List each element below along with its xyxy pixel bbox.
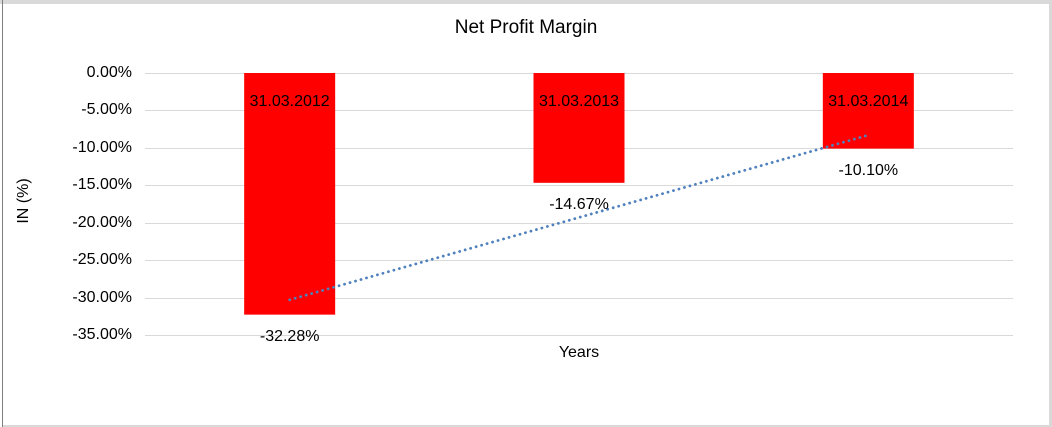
value-label: -14.67% [549,195,609,213]
trendline [288,133,870,302]
y-tick-label: -35.00% [72,326,132,343]
plot-area [145,73,1013,336]
value-label: -32.28% [259,327,320,345]
y-tick-label: 0.00% [86,64,132,81]
window-left-edge [2,0,3,427]
value-label: -10.10% [838,161,899,179]
category-label: 31.03.2012 [249,93,330,110]
y-tick-label: -5.00% [81,101,132,119]
bar-31.03.2013 [533,73,625,183]
bar-31.03.2014 [822,73,914,149]
chart-title: Net Profit Margin [454,17,598,38]
bar-31.03.2012 [244,73,336,315]
y-tick-label: -20.00% [72,213,132,231]
y-tick-label: -30.00% [72,288,132,306]
y-tick-label: -15.00% [72,176,132,194]
category-label: 31.03.2013 [538,93,620,110]
y-tick-label: -25.00% [72,251,132,269]
x-axis-title: Years [558,344,600,361]
y-tick-label: -10.00% [72,138,132,156]
category-label: 31.03.2014 [828,93,909,110]
